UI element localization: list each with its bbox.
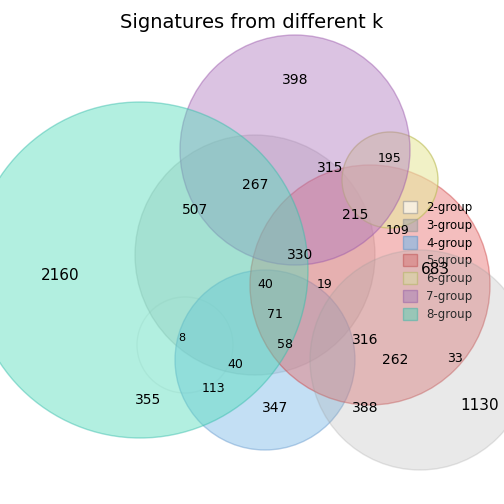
Text: 316: 316	[352, 333, 378, 347]
Circle shape	[180, 35, 410, 265]
Text: 33: 33	[447, 351, 463, 364]
Text: 58: 58	[277, 339, 293, 351]
Text: 507: 507	[182, 203, 208, 217]
Circle shape	[250, 165, 490, 405]
Text: Signatures from different k: Signatures from different k	[120, 13, 384, 31]
Text: 40: 40	[227, 358, 243, 371]
Text: 71: 71	[267, 308, 283, 322]
Circle shape	[0, 102, 308, 438]
Circle shape	[175, 270, 355, 450]
Text: 8: 8	[178, 333, 185, 343]
Circle shape	[135, 135, 375, 375]
Text: 40: 40	[257, 279, 273, 291]
Text: 315: 315	[317, 161, 343, 175]
Text: 215: 215	[342, 208, 368, 222]
Circle shape	[137, 297, 233, 393]
Text: 398: 398	[282, 73, 308, 87]
Legend: 2-group, 3-group, 4-group, 5-group, 6-group, 7-group, 8-group: 2-group, 3-group, 4-group, 5-group, 6-gr…	[399, 198, 476, 324]
Text: 1130: 1130	[461, 398, 499, 412]
Text: 330: 330	[287, 248, 313, 262]
Text: 262: 262	[382, 353, 408, 367]
Text: 683: 683	[420, 263, 450, 278]
Text: 347: 347	[262, 401, 288, 415]
Circle shape	[310, 250, 504, 470]
Text: 113: 113	[201, 382, 225, 395]
Text: 355: 355	[135, 393, 161, 407]
Text: 267: 267	[242, 178, 268, 192]
Text: 19: 19	[317, 279, 333, 291]
Text: 195: 195	[378, 152, 402, 164]
Text: 388: 388	[352, 401, 378, 415]
Circle shape	[342, 132, 438, 228]
Text: 109: 109	[386, 223, 410, 236]
Text: 2160: 2160	[41, 268, 79, 283]
